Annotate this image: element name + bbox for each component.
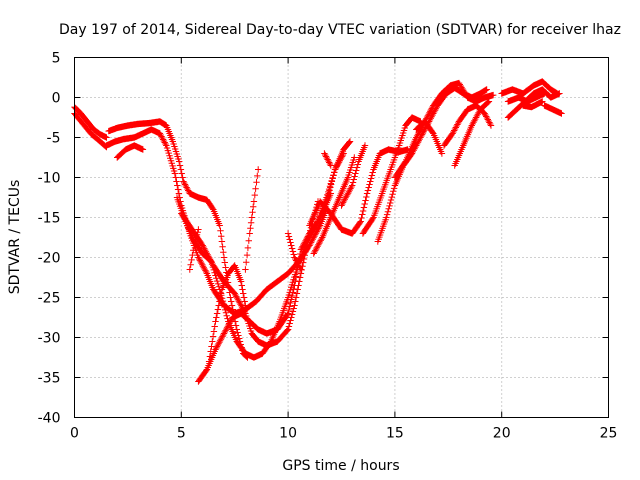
series-track-28 bbox=[541, 102, 565, 117]
series-track-7 bbox=[178, 198, 322, 349]
x-tick-label: 10 bbox=[279, 426, 297, 442]
data-point-markers bbox=[541, 102, 565, 117]
series-track-3 bbox=[105, 118, 251, 361]
data-series bbox=[71, 78, 565, 385]
series-track-21 bbox=[413, 118, 446, 157]
data-point-markers bbox=[71, 110, 110, 151]
x-tick-label: 20 bbox=[493, 426, 511, 442]
data-point-markers bbox=[451, 98, 493, 169]
data-point-markers bbox=[504, 90, 548, 105]
series-track-16 bbox=[321, 150, 334, 169]
data-point-markers bbox=[391, 79, 497, 181]
y-tick-label: -40 bbox=[38, 411, 61, 427]
data-point-markers bbox=[413, 118, 446, 157]
y-tick-label: -35 bbox=[38, 371, 61, 387]
plot-frame bbox=[74, 57, 609, 418]
series-track-8 bbox=[195, 138, 354, 385]
y-tick-label: -10 bbox=[38, 171, 61, 187]
series-track-24 bbox=[498, 78, 561, 97]
series-track-9 bbox=[186, 226, 202, 273]
series-track-23 bbox=[451, 98, 493, 169]
series-track-14 bbox=[310, 154, 358, 257]
data-point-markers bbox=[284, 230, 305, 273]
chart-title: Day 197 of 2014, Sidereal Day-to-day VTE… bbox=[59, 22, 621, 38]
data-point-markers bbox=[338, 142, 369, 209]
y-tick-label: -20 bbox=[38, 251, 61, 267]
series-track-17 bbox=[338, 142, 369, 209]
series-track-12 bbox=[284, 230, 305, 273]
y-tick-label: -5 bbox=[47, 131, 61, 147]
series-track-5 bbox=[114, 142, 147, 161]
grid-lines bbox=[74, 57, 609, 418]
data-point-markers bbox=[242, 166, 262, 273]
data-point-markers bbox=[178, 198, 322, 349]
axes bbox=[74, 57, 609, 418]
x-tick-label: 25 bbox=[600, 426, 618, 442]
data-point-markers bbox=[316, 150, 347, 221]
y-tick-label: -15 bbox=[38, 211, 61, 227]
data-point-markers bbox=[310, 154, 358, 257]
y-axis-title: SDTVAR / TECUs bbox=[7, 180, 23, 295]
series-track-11 bbox=[242, 166, 262, 273]
data-point-markers bbox=[105, 118, 251, 361]
x-tick-label: 15 bbox=[386, 426, 404, 442]
y-tick-label: -30 bbox=[38, 331, 61, 347]
y-tick-label: 5 bbox=[52, 51, 61, 67]
x-tick-label: 5 bbox=[177, 426, 186, 442]
x-tick-label: 0 bbox=[70, 426, 79, 442]
series-track-2 bbox=[71, 110, 110, 151]
data-point-markers bbox=[519, 98, 546, 111]
series-track-18 bbox=[359, 114, 424, 237]
series-track-27 bbox=[519, 98, 546, 111]
tick-labels: 0 5 10 15 20 25 -40 -35 -30 -25 -20 -15 -10 -5 0 5 bbox=[38, 51, 618, 442]
data-point-markers bbox=[186, 226, 202, 273]
data-point-markers bbox=[359, 114, 424, 237]
series-track-15 bbox=[316, 150, 347, 221]
y-tick-label: 0 bbox=[52, 91, 61, 107]
series-track-10 bbox=[205, 262, 249, 365]
data-point-markers bbox=[321, 150, 334, 169]
series-track-26 bbox=[504, 90, 548, 105]
y-tick-label: -25 bbox=[38, 291, 61, 307]
data-point-markers bbox=[114, 142, 147, 161]
data-point-markers bbox=[498, 78, 561, 97]
data-point-markers bbox=[205, 262, 249, 365]
x-axis-title: GPS time / hours bbox=[282, 458, 399, 474]
series-track-20 bbox=[391, 79, 497, 181]
data-point-markers bbox=[195, 138, 354, 385]
